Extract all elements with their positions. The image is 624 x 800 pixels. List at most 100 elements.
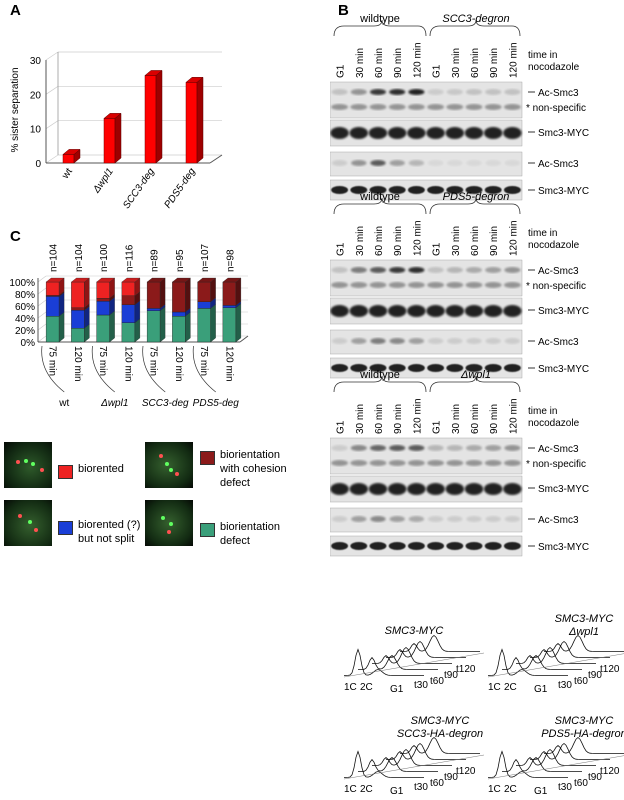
band-nonspecific xyxy=(388,460,406,466)
band-nonspecific xyxy=(350,104,368,110)
blot-right-label: PDS5-degron xyxy=(443,191,510,203)
segment-side-dark xyxy=(235,277,242,306)
strip-background xyxy=(330,179,523,201)
band xyxy=(370,516,386,522)
band-nonspecific xyxy=(388,282,406,288)
legend-label: biorientation defect xyxy=(220,521,280,547)
segment-dark xyxy=(121,295,136,305)
legend-label: biorented (?) but not split xyxy=(78,519,141,545)
bar-front xyxy=(103,118,116,164)
band-nonspecific xyxy=(484,104,502,110)
segment-green xyxy=(121,322,136,343)
band xyxy=(331,542,349,550)
band xyxy=(464,305,484,317)
band xyxy=(464,127,484,139)
lane-label: 30 min xyxy=(451,48,462,78)
time-label: 120 min xyxy=(122,346,133,382)
bar xyxy=(62,148,81,164)
category-label: wt xyxy=(60,166,75,182)
group-bracket xyxy=(192,345,216,393)
segment-blue xyxy=(121,304,136,324)
band xyxy=(407,483,426,495)
row-label-myc: Smc3-MYC xyxy=(538,542,589,553)
facs-label: t30 xyxy=(558,782,572,793)
lane-label: G1 xyxy=(336,242,347,256)
band xyxy=(389,516,405,522)
segment-green xyxy=(146,310,161,343)
micrograph-biorented xyxy=(4,442,52,488)
y-tick-label: 20% xyxy=(15,326,35,337)
segment-top xyxy=(121,277,141,283)
segment-red xyxy=(96,281,110,299)
band xyxy=(485,338,501,344)
band xyxy=(504,267,521,273)
facs-label: t120 xyxy=(600,664,620,675)
stacked-bar xyxy=(222,277,242,343)
band xyxy=(389,445,406,451)
band xyxy=(368,127,388,139)
segment-top xyxy=(70,277,90,283)
sister-separation-chart: % sister separation 0 10 20 30 wt Δwpl1 SCC3-… xyxy=(10,51,223,211)
band xyxy=(388,186,406,194)
lane-label: 90 min xyxy=(489,226,500,256)
band xyxy=(466,338,482,344)
band xyxy=(331,160,348,166)
band xyxy=(408,160,425,166)
band xyxy=(465,267,483,273)
grid-line xyxy=(37,287,47,295)
facs-label: 2C xyxy=(504,682,517,693)
band xyxy=(369,364,387,372)
category-label: SCC3-deg xyxy=(121,166,157,211)
lane-label: 120 min xyxy=(508,220,519,256)
band xyxy=(504,338,521,344)
bar-top xyxy=(144,70,163,76)
legend-label: biorented xyxy=(78,463,124,475)
blot-strip xyxy=(330,535,523,557)
band xyxy=(369,186,387,194)
band-nonspecific xyxy=(350,460,368,466)
band xyxy=(331,445,348,451)
segment-red xyxy=(121,281,136,297)
band-nonspecific xyxy=(465,104,483,110)
facs-title: SMC3-MYC xyxy=(385,625,444,637)
band xyxy=(369,89,387,95)
lane-label: 60 min xyxy=(374,48,385,78)
lane-label: 30 min xyxy=(355,404,366,434)
band-nonspecific xyxy=(503,282,521,288)
biorientation-chart: 0%20%40%60%80%100% n=104 n=104 n=100 n=116 n… xyxy=(9,243,249,409)
lane-label: 30 min xyxy=(451,404,462,434)
bar-top xyxy=(103,113,122,119)
row-label-ac: Ac-Smc3 xyxy=(538,444,579,455)
band xyxy=(368,305,388,317)
band xyxy=(408,338,425,344)
band xyxy=(389,267,406,273)
segment-top xyxy=(171,277,191,283)
facs-label: t120 xyxy=(456,664,476,675)
band xyxy=(331,89,348,95)
bar-top xyxy=(185,77,204,83)
time-label: 75 min xyxy=(97,346,108,376)
blot-strip xyxy=(330,81,523,119)
lane-label: 60 min xyxy=(470,404,481,434)
facs-title: PDS5-HA-degron xyxy=(541,728,624,740)
band-nonspecific xyxy=(465,460,483,466)
lane-label: 30 min xyxy=(355,226,366,256)
right-bracket xyxy=(429,375,521,393)
band xyxy=(465,445,483,451)
time-label: 75 min xyxy=(198,346,209,376)
blot-group: wildtype Δwpl1 G1 30 min 60 min 90 min 120 min… xyxy=(330,369,589,557)
band-nonspecific xyxy=(465,282,483,288)
band-nonspecific xyxy=(427,104,445,110)
band xyxy=(350,267,367,273)
band xyxy=(503,305,522,317)
band xyxy=(350,186,368,194)
band xyxy=(389,160,405,166)
segment-green xyxy=(96,314,110,343)
chart-a-ylabel: % sister separation xyxy=(10,67,21,152)
facs-title: SMC3-MYC xyxy=(555,715,614,727)
bar xyxy=(103,112,122,164)
n-label: n=104 xyxy=(49,243,60,272)
band-nonspecific xyxy=(446,104,464,110)
n-label: n=89 xyxy=(150,249,161,272)
